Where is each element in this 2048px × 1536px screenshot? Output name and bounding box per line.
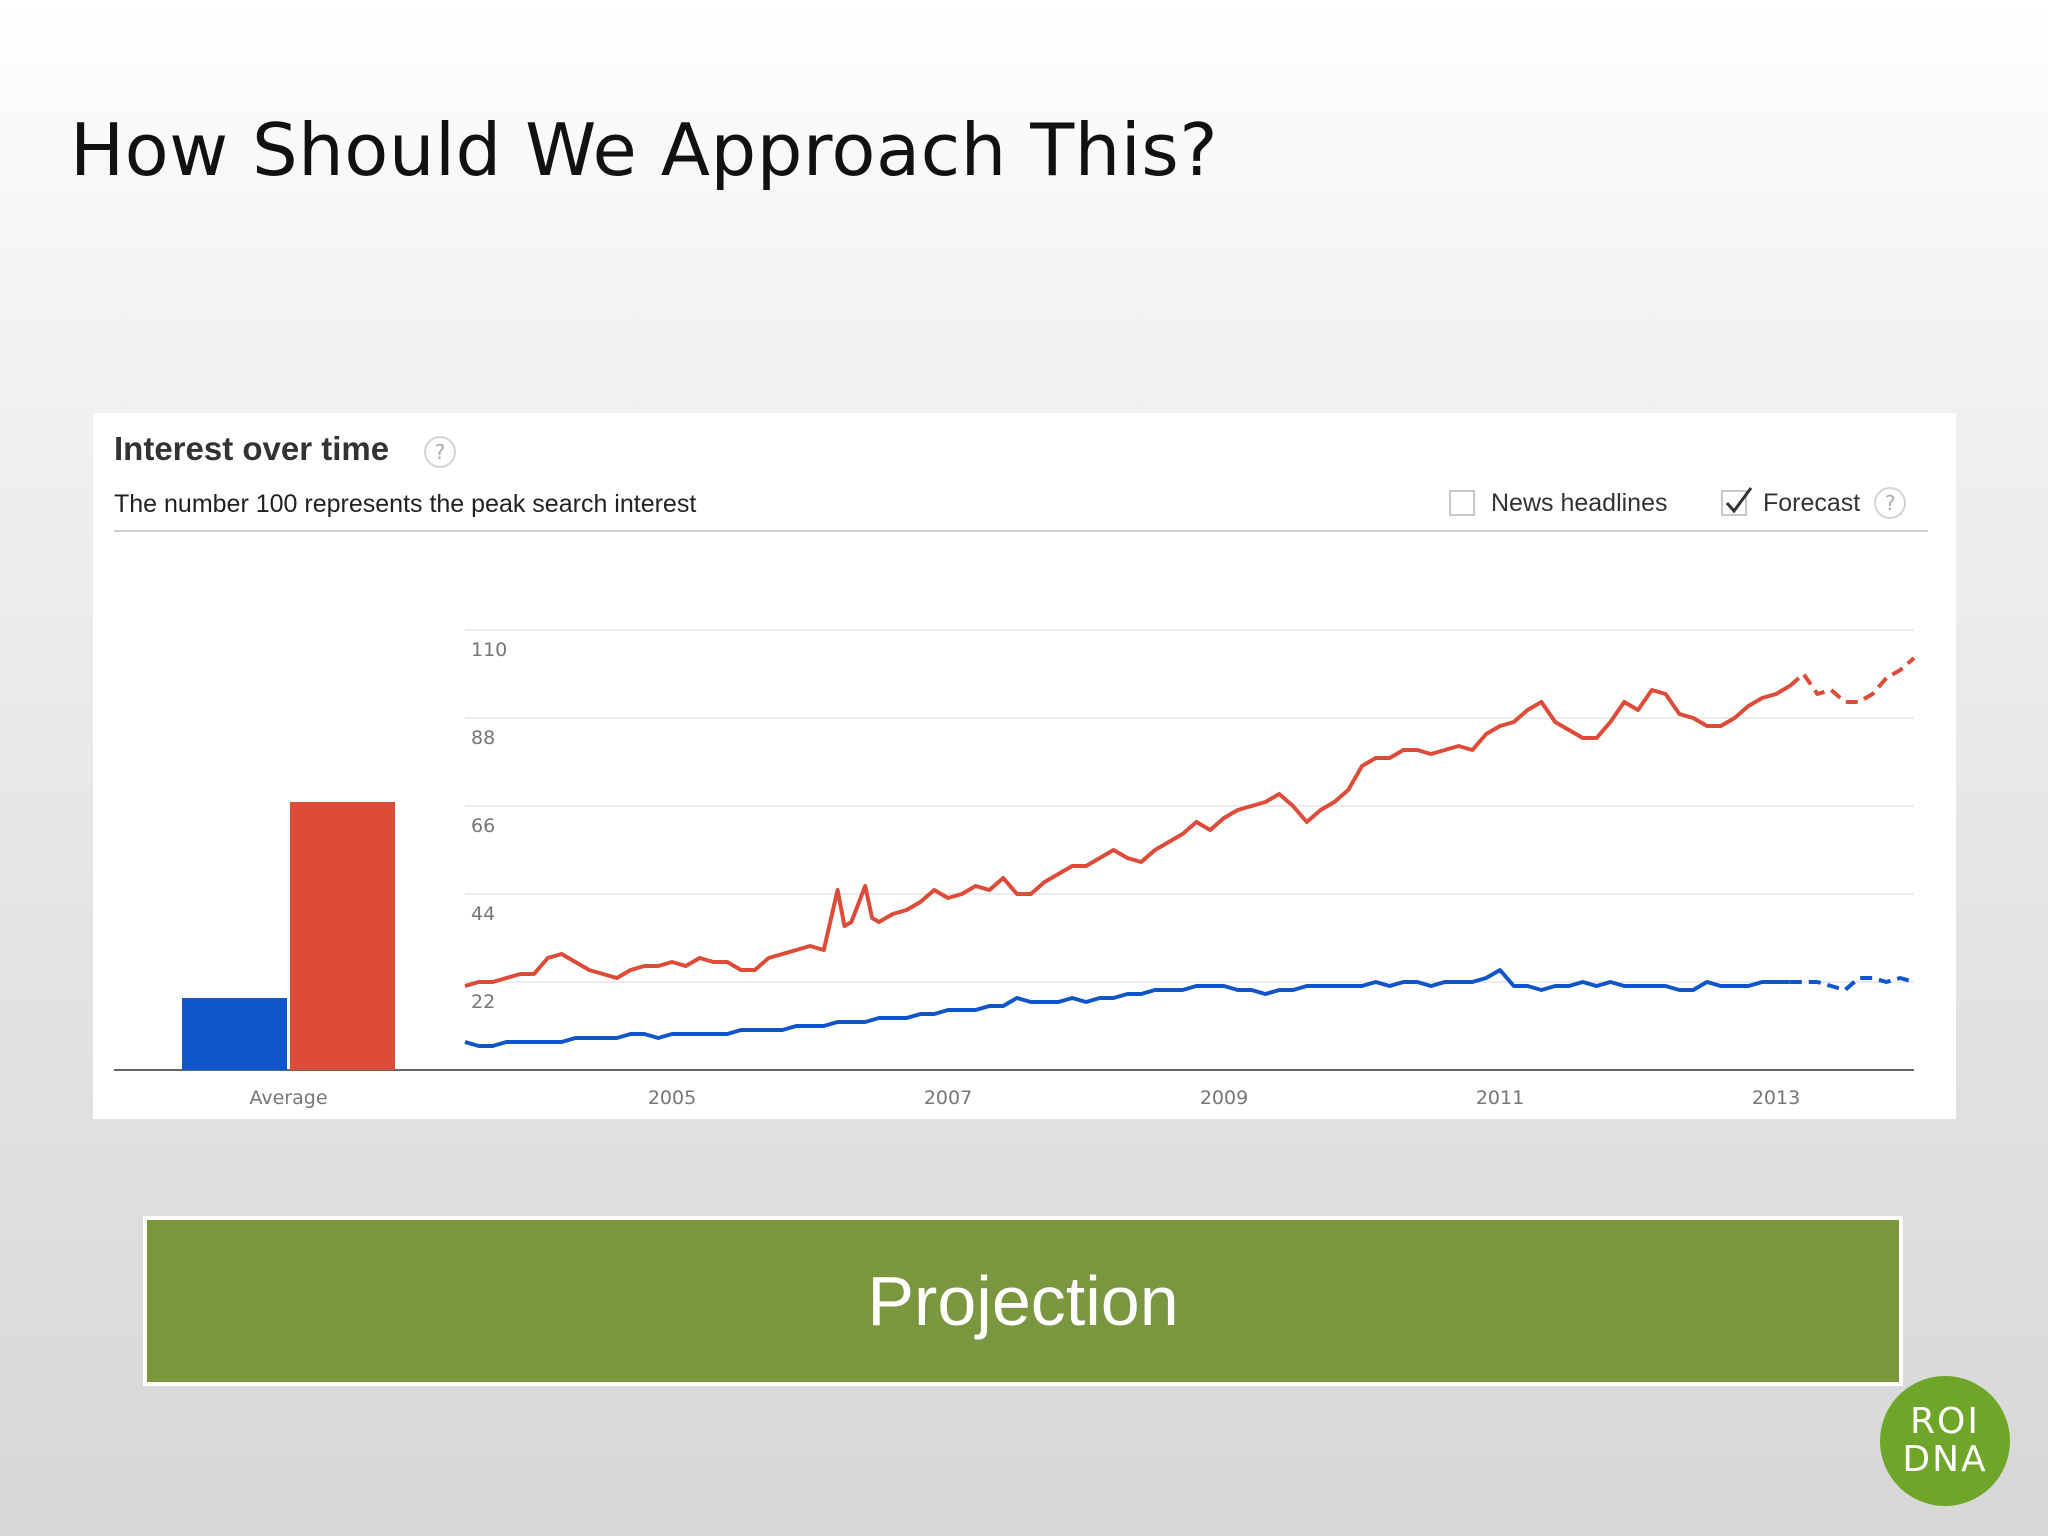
x-tick-label: 2013 xyxy=(1752,1087,1800,1109)
checkmark-icon xyxy=(1725,487,1753,514)
panel-title: Interest over time xyxy=(114,430,390,467)
x-tick-label: 2009 xyxy=(1200,1087,1248,1109)
series-line xyxy=(464,968,1790,1048)
roi-dna-logo: ROI DNA xyxy=(1880,1376,2010,1506)
news-headlines-option[interactable]: News headlines xyxy=(1449,485,1668,521)
forecast-question-circle-icon[interactable]: ? xyxy=(1874,487,1907,519)
panel-subtitle: The number 100 represents the peak searc… xyxy=(114,490,697,518)
logo-line-1: ROI xyxy=(1910,1401,1980,1442)
y-tick-label: 110 xyxy=(471,639,507,661)
projection-label: Projection xyxy=(867,1262,1179,1340)
y-tick-label: 22 xyxy=(471,991,495,1013)
news-headlines-label: News headlines xyxy=(1491,488,1668,517)
header-divider xyxy=(114,530,1928,532)
forecast-line xyxy=(1788,656,1916,704)
question-circle-icon[interactable]: ? xyxy=(424,436,456,468)
y-tick-label: 66 xyxy=(471,815,495,837)
x-tick-label: Average xyxy=(249,1087,327,1109)
projection-callout: Projection xyxy=(143,1216,1903,1386)
y-tick-label: 44 xyxy=(471,903,495,925)
average-bar xyxy=(182,998,287,1070)
slide-title: How Should We Approach This? xyxy=(70,108,1219,192)
forecast-option[interactable]: Forecast ? xyxy=(1721,485,1907,521)
interest-over-time-panel: Interest over time ? The number 100 repr… xyxy=(93,413,1956,1119)
x-tick-label: 2007 xyxy=(924,1087,972,1109)
x-tick-label: 2011 xyxy=(1476,1087,1524,1109)
forecast-line xyxy=(1789,976,1915,992)
forecast-label: Forecast xyxy=(1763,488,1861,517)
forecast-checkbox[interactable] xyxy=(1721,487,1753,516)
chart-area: 22 44 66 88 110 Average 2005 2007 2009 2011 2013 xyxy=(114,629,1916,1109)
series-line xyxy=(464,684,1791,988)
news-headlines-checkbox[interactable] xyxy=(1449,490,1475,516)
logo-line-2: DNA xyxy=(1902,1439,1988,1480)
x-tick-label: 2005 xyxy=(648,1087,696,1109)
y-tick-label: 88 xyxy=(471,727,495,749)
average-bar xyxy=(290,802,395,1070)
